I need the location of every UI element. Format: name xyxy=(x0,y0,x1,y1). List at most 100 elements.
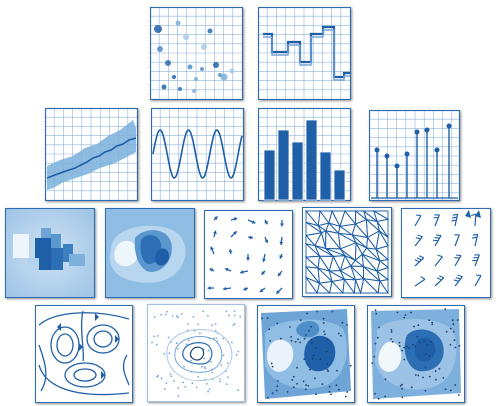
tricontourf-thumbnail[interactable] xyxy=(257,305,355,403)
sample-point xyxy=(211,324,213,327)
sample-point xyxy=(153,335,156,338)
sample-point xyxy=(403,358,406,361)
sample-point xyxy=(237,389,239,392)
stem-marker xyxy=(434,147,440,153)
scatter-plot-thumbnail[interactable] xyxy=(150,7,243,100)
sample-point xyxy=(322,317,325,320)
barb-staff xyxy=(414,257,425,267)
sample-point xyxy=(452,323,455,326)
sample-point xyxy=(267,396,269,399)
barb-flag xyxy=(439,275,445,279)
barb-staff xyxy=(434,214,440,227)
sample-point xyxy=(416,335,419,338)
sample-point xyxy=(457,394,460,396)
sample-point xyxy=(292,375,295,378)
sample-point xyxy=(428,319,431,322)
sample-point xyxy=(428,355,431,357)
scatter-point xyxy=(178,87,182,91)
arrow-head xyxy=(264,220,268,225)
sample-point xyxy=(384,395,386,398)
sample-point xyxy=(239,315,242,318)
sample-point xyxy=(289,326,291,328)
stem-marker xyxy=(384,153,390,159)
arrow-head xyxy=(209,268,214,272)
scatter-point xyxy=(200,67,204,71)
bar-chart-thumbnail[interactable] xyxy=(258,108,351,201)
sample-point xyxy=(449,389,452,392)
scatter-point xyxy=(220,73,228,81)
sample-point xyxy=(268,328,271,331)
contour-lines-thumbnail[interactable] xyxy=(147,304,245,402)
sample-point xyxy=(326,363,329,366)
step-plot-thumbnail[interactable] xyxy=(258,7,351,100)
arrow-head xyxy=(240,270,244,274)
sample-point xyxy=(412,343,414,346)
sample-point xyxy=(266,317,269,319)
sample-point xyxy=(304,388,307,391)
sample-points xyxy=(151,310,242,398)
sample-point xyxy=(344,395,347,398)
sample-point xyxy=(417,324,420,327)
barb-staff xyxy=(474,234,479,247)
imshow-thumbnail[interactable] xyxy=(5,208,95,298)
stem-marker xyxy=(404,151,410,157)
sample-point xyxy=(173,380,175,382)
arrow-head xyxy=(212,230,217,235)
streamplot-thumbnail[interactable] xyxy=(35,305,133,403)
sample-point xyxy=(197,323,200,326)
fill-between-thumbnail[interactable] xyxy=(45,108,138,201)
sample-point xyxy=(396,311,399,314)
barbs-thumbnail[interactable] xyxy=(401,208,491,298)
stem-marker xyxy=(446,123,452,129)
barb-flag xyxy=(435,234,442,237)
barb-flag xyxy=(475,274,482,277)
scatter-point xyxy=(154,25,162,33)
contourf-thumbnail[interactable] xyxy=(105,208,195,298)
bar xyxy=(291,141,304,201)
triplot-plot xyxy=(302,207,392,297)
sample-point xyxy=(341,321,344,324)
sample-point xyxy=(166,310,168,313)
quiver-thumbnail[interactable] xyxy=(204,210,293,299)
sample-point xyxy=(428,375,431,378)
barb-flag xyxy=(436,277,442,281)
triplot-thumbnail[interactable] xyxy=(302,207,392,297)
sample-point xyxy=(214,329,217,332)
arrow-head xyxy=(251,220,256,224)
sample-point xyxy=(305,384,307,386)
barb-staff xyxy=(414,236,423,247)
sample-point xyxy=(401,396,404,399)
mesh-triangle xyxy=(342,278,356,294)
barb-flag xyxy=(472,233,478,236)
sample-point xyxy=(331,310,334,313)
stem-plot-thumbnail[interactable] xyxy=(369,110,460,201)
sample-point xyxy=(449,343,452,346)
sample-point xyxy=(398,341,401,344)
sample-point xyxy=(163,388,166,391)
barb-flag xyxy=(453,279,459,282)
sample-point xyxy=(219,380,221,383)
sample-point xyxy=(167,336,170,339)
sample-point xyxy=(227,376,229,379)
imshow-plot xyxy=(5,208,95,298)
sample-point xyxy=(185,343,188,346)
sample-point xyxy=(324,333,326,336)
scatter-point xyxy=(157,46,163,52)
barb-flag xyxy=(471,236,478,239)
line-plot-thumbnail[interactable] xyxy=(151,108,244,201)
barb-staff xyxy=(474,254,480,267)
tripcolor-thumbnail[interactable] xyxy=(367,305,465,403)
sample-point xyxy=(297,338,299,341)
sample-point xyxy=(346,391,349,393)
sample-point xyxy=(311,357,314,360)
mesh-triangle xyxy=(329,280,344,294)
sample-point xyxy=(306,312,308,315)
sample-point xyxy=(182,381,184,384)
sample-point xyxy=(328,390,331,393)
sample-point xyxy=(183,365,185,368)
arrow-head xyxy=(233,231,237,235)
scatter-point xyxy=(175,20,181,26)
streamplot-plot xyxy=(35,305,133,403)
scatter-point xyxy=(201,44,207,50)
sample-point xyxy=(310,342,313,344)
